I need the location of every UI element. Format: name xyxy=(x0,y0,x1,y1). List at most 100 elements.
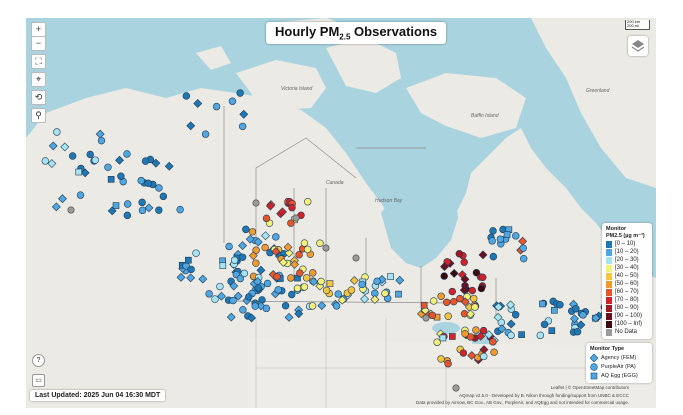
monitor-marker[interactable] xyxy=(518,236,528,246)
monitor-marker[interactable] xyxy=(449,268,459,278)
monitor-marker[interactable] xyxy=(97,136,106,145)
fullscreen-icon[interactable]: ⛶ xyxy=(31,54,46,69)
monitor-marker[interactable] xyxy=(271,247,281,256)
monitor-marker[interactable] xyxy=(117,172,125,180)
embed-button[interactable]: ▭ xyxy=(32,374,45,387)
monitor-markers[interactable] xyxy=(26,18,656,408)
monitor-marker[interactable] xyxy=(137,176,145,185)
monitor-marker[interactable] xyxy=(489,338,497,346)
monitor-marker[interactable] xyxy=(497,324,507,334)
monitor-marker[interactable] xyxy=(159,192,168,201)
monitor-marker[interactable] xyxy=(548,327,556,334)
monitor-marker[interactable] xyxy=(245,234,255,244)
monitor-marker[interactable] xyxy=(288,290,296,299)
monitor-marker[interactable] xyxy=(288,203,296,212)
monitor-marker[interactable] xyxy=(337,295,347,305)
monitor-marker[interactable] xyxy=(444,312,452,320)
monitor-marker[interactable] xyxy=(573,328,582,336)
monitor-marker[interactable] xyxy=(317,301,327,311)
monitor-marker[interactable] xyxy=(316,239,324,247)
monitor-marker[interactable] xyxy=(205,290,213,298)
layers-button[interactable] xyxy=(628,36,648,56)
monitor-marker[interactable] xyxy=(579,311,587,319)
zoom-out-button[interactable]: − xyxy=(31,36,46,51)
monitor-marker[interactable] xyxy=(570,314,579,324)
monitor-marker[interactable] xyxy=(252,199,260,207)
monitor-marker[interactable] xyxy=(53,128,61,136)
monitor-marker[interactable] xyxy=(455,250,464,258)
monitor-marker[interactable] xyxy=(484,330,494,340)
monitor-marker[interactable] xyxy=(494,302,503,312)
monitor-marker[interactable] xyxy=(138,198,146,207)
monitor-marker[interactable] xyxy=(58,194,67,204)
monitor-marker[interactable] xyxy=(489,227,497,235)
monitor-marker[interactable] xyxy=(440,262,449,272)
monitor-marker[interactable] xyxy=(155,184,163,192)
monitor-marker[interactable] xyxy=(284,248,294,258)
monitor-marker[interactable] xyxy=(479,273,487,282)
monitor-marker[interactable] xyxy=(370,295,380,304)
monitor-marker[interactable] xyxy=(302,274,311,282)
monitor-marker[interactable] xyxy=(433,338,441,346)
monitor-marker[interactable] xyxy=(261,243,269,252)
monitor-marker[interactable] xyxy=(164,161,174,171)
monitor-marker[interactable] xyxy=(294,309,304,319)
monitor-marker[interactable] xyxy=(212,102,221,111)
monitor-marker[interactable] xyxy=(75,168,83,176)
monitor-marker[interactable] xyxy=(300,239,309,247)
monitor-marker[interactable] xyxy=(303,245,312,254)
monitor-marker[interactable] xyxy=(248,228,257,236)
locate-icon[interactable]: ⌖ xyxy=(31,72,46,87)
monitor-marker[interactable] xyxy=(51,202,61,212)
monitor-marker[interactable] xyxy=(211,295,219,303)
monitor-marker[interactable] xyxy=(506,319,516,329)
monitor-marker[interactable] xyxy=(238,122,247,131)
monitor-marker[interactable] xyxy=(248,251,258,261)
monitor-marker[interactable] xyxy=(287,219,295,227)
monitor-marker[interactable] xyxy=(123,200,132,208)
monitor-marker[interactable] xyxy=(86,150,94,159)
monitor-marker[interactable] xyxy=(138,206,147,215)
monitor-marker[interactable] xyxy=(262,304,271,313)
search-icon[interactable]: ⚲ xyxy=(31,108,46,123)
monitor-marker[interactable] xyxy=(193,99,203,108)
monitor-marker[interactable] xyxy=(512,232,520,240)
monitor-marker[interactable] xyxy=(466,333,475,341)
monitor-marker[interactable] xyxy=(478,250,488,260)
monitor-marker[interactable] xyxy=(141,157,150,165)
monitor-marker[interactable] xyxy=(420,301,428,309)
monitor-marker[interactable] xyxy=(238,253,247,261)
monitor-marker[interactable] xyxy=(295,251,303,259)
monitor-marker[interactable] xyxy=(373,277,381,286)
monitor-marker[interactable] xyxy=(450,297,458,306)
monitor-marker[interactable] xyxy=(47,159,57,168)
monitor-marker[interactable] xyxy=(439,334,447,342)
monitor-marker[interactable] xyxy=(236,274,245,283)
monitor-marker[interactable] xyxy=(539,300,546,308)
monitor-marker[interactable] xyxy=(253,237,263,247)
monitor-marker[interactable] xyxy=(448,287,456,296)
monitor-marker[interactable] xyxy=(292,214,300,222)
monitor-marker[interactable] xyxy=(493,312,503,322)
monitor-marker[interactable] xyxy=(540,320,549,329)
monitor-marker[interactable] xyxy=(186,273,196,283)
monitor-marker[interactable] xyxy=(41,157,49,165)
monitor-marker[interactable] xyxy=(479,326,488,335)
monitor-marker[interactable] xyxy=(296,269,304,277)
monitor-marker[interactable] xyxy=(201,130,210,138)
monitor-marker[interactable] xyxy=(472,326,480,334)
monitor-marker[interactable] xyxy=(258,296,266,304)
monitor-marker[interactable] xyxy=(261,231,270,241)
monitor-marker[interactable] xyxy=(265,201,275,211)
monitor-marker[interactable] xyxy=(247,313,257,323)
monitor-marker[interactable] xyxy=(309,269,317,277)
monitor-marker[interactable] xyxy=(440,272,448,280)
monitor-marker[interactable] xyxy=(317,277,325,286)
monitor-marker[interactable] xyxy=(95,129,105,139)
monitor-marker[interactable] xyxy=(192,249,200,257)
monitor-marker[interactable] xyxy=(239,306,247,314)
map[interactable]: Hourly PM2.5 Observations + − ⛶ ⌖ ⟲ ⚲ 20… xyxy=(26,18,656,408)
monitor-marker[interactable] xyxy=(443,298,451,307)
monitor-marker[interactable] xyxy=(381,289,389,298)
monitor-marker[interactable] xyxy=(256,265,266,275)
